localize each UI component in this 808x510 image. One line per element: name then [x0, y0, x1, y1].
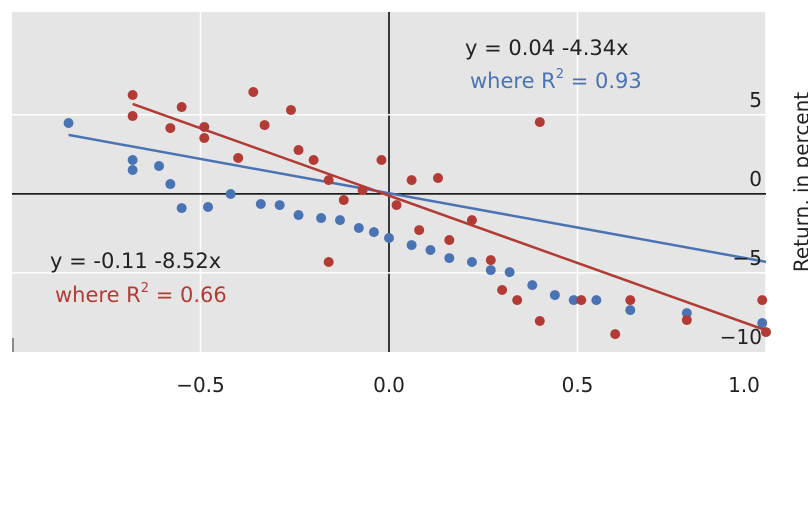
point	[176, 102, 187, 113]
point	[757, 295, 768, 306]
equation: y = 0.04 -4.34x	[465, 36, 629, 60]
point	[293, 210, 304, 221]
point	[338, 195, 349, 206]
point	[534, 117, 545, 128]
point	[308, 155, 319, 166]
point	[466, 215, 477, 226]
point	[761, 327, 771, 338]
x-tick-label: 0.0	[373, 373, 405, 397]
marks	[63, 87, 771, 340]
point	[497, 285, 508, 296]
point	[414, 225, 425, 236]
grid	[12, 12, 767, 352]
point	[610, 329, 621, 340]
point	[512, 295, 523, 306]
r-squared: where R2 = 0.93	[470, 67, 642, 93]
y-axis-label: Return, in percent	[790, 92, 808, 272]
point	[176, 203, 187, 214]
r-squared: where R2 = 0.66	[55, 281, 227, 307]
point	[485, 255, 496, 266]
superscript: 2	[141, 281, 149, 296]
y-tick-label: −10	[720, 325, 762, 349]
point	[757, 318, 768, 329]
point	[357, 185, 368, 196]
y-tick-label: 0	[749, 167, 762, 191]
point	[248, 87, 259, 98]
point	[549, 290, 560, 301]
x-tick-label: −0.5	[176, 373, 225, 397]
point	[293, 145, 304, 156]
point	[576, 295, 587, 306]
point	[406, 175, 417, 186]
point	[625, 295, 636, 306]
point	[255, 198, 266, 209]
x-tick-label: 1.0	[728, 373, 760, 397]
point	[259, 120, 270, 131]
point	[425, 245, 436, 255]
point	[323, 175, 334, 186]
x-tick-label: 0.5	[562, 373, 594, 397]
point	[127, 164, 138, 175]
point	[233, 152, 244, 163]
point	[568, 295, 579, 306]
point	[625, 305, 636, 316]
y-tick-label: −5	[733, 246, 762, 270]
equation: y = -0.11 -8.52x	[50, 249, 221, 273]
point	[534, 316, 545, 327]
r-squared-value: = 0.66	[149, 283, 227, 307]
point	[353, 223, 364, 234]
point	[527, 280, 538, 291]
point	[368, 227, 379, 238]
r-squared-text: where R	[55, 283, 141, 307]
point	[681, 308, 692, 319]
point	[485, 265, 496, 276]
point	[154, 161, 165, 172]
point	[433, 173, 444, 184]
point	[334, 215, 345, 226]
point	[285, 105, 296, 116]
r-squared-text: where R	[470, 69, 556, 93]
point	[444, 235, 455, 246]
point	[225, 189, 236, 200]
point	[127, 90, 138, 101]
point	[63, 118, 74, 129]
point	[165, 179, 176, 190]
r-squared-value: = 0.93	[564, 69, 642, 93]
point	[376, 155, 387, 166]
point	[444, 253, 455, 264]
point	[681, 315, 692, 326]
point	[504, 267, 515, 278]
trend-line	[68, 133, 767, 264]
point	[466, 257, 477, 268]
point	[203, 201, 214, 212]
y-tick-label: 5	[749, 88, 762, 112]
point	[199, 133, 210, 144]
point	[384, 232, 394, 243]
trend-line	[132, 102, 767, 332]
point	[274, 200, 285, 211]
point	[406, 240, 417, 251]
point	[165, 123, 176, 134]
point	[316, 213, 327, 224]
labels: −0.5 0.0 0.5 1.0 5 0 −5 −10 y = 0.04 -4.34x where…	[50, 36, 762, 397]
point	[127, 111, 138, 122]
point	[391, 200, 402, 211]
point	[323, 257, 334, 268]
superscript: 2	[556, 67, 564, 82]
point	[591, 295, 602, 306]
point	[199, 121, 210, 132]
point	[127, 155, 138, 166]
